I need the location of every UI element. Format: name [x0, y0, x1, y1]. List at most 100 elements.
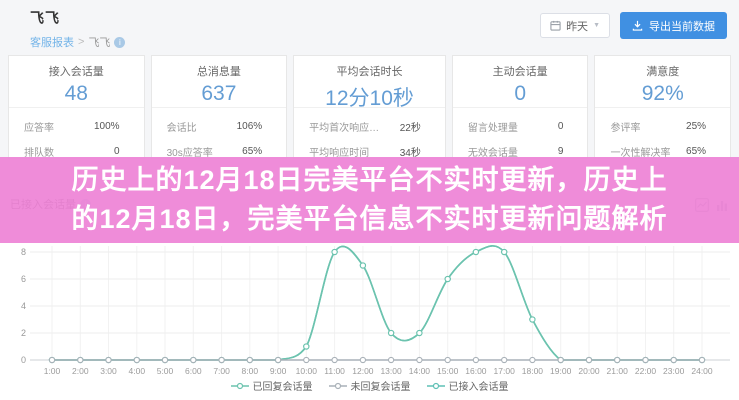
- svg-text:7:00: 7:00: [213, 366, 230, 376]
- card-label: 平均会话时长: [336, 66, 403, 78]
- date-filter-label: 昨天: [566, 20, 589, 33]
- svg-text:10:00: 10:00: [296, 366, 318, 376]
- metric-row: 参评率 25%: [595, 114, 730, 139]
- svg-text:13:00: 13:00: [380, 366, 402, 376]
- metric-row: 一次性解决率 65%: [595, 139, 730, 164]
- metric-row: 留言处理量 0: [453, 114, 588, 139]
- metric-row: 平均首次响应时... 22秒: [294, 114, 445, 139]
- svg-text:15:00: 15:00: [437, 366, 459, 376]
- stat-card: 接入会话量 48 应答率 100% 排队数 0: [8, 55, 145, 159]
- legend-item[interactable]: 已回复会话量: [230, 378, 313, 393]
- card-top: 总消息量 637: [152, 56, 287, 105]
- metric-row: 30s应答率 65%: [152, 139, 287, 164]
- svg-text:3:00: 3:00: [100, 366, 117, 376]
- card-value: 0: [514, 82, 526, 105]
- svg-text:4: 4: [21, 301, 26, 311]
- legend-marker-icon: [230, 382, 249, 389]
- stat-card: 主动会话量 0 留言处理量 0 无效会话量 9: [451, 55, 589, 159]
- page-title: 飞飞: [30, 10, 60, 26]
- card-value: 48: [64, 82, 88, 105]
- overlay-banner: 历史上的12月18日完美平台不实时更新，历史上 的12月18日，完美平台信息不实…: [0, 157, 739, 243]
- metric-label: 平均首次响应时...: [309, 123, 388, 134]
- legend-marker-icon: [328, 382, 347, 389]
- header-actions: 昨天 ▼ 导出当前数据: [540, 12, 727, 39]
- svg-text:11:00: 11:00: [324, 366, 345, 376]
- date-filter-button[interactable]: 昨天 ▼: [540, 13, 610, 38]
- svg-text:22:00: 22:00: [635, 366, 657, 376]
- svg-text:19:00: 19:00: [550, 366, 572, 376]
- metric-value: 9: [557, 146, 564, 157]
- svg-text:0: 0: [21, 355, 26, 365]
- card-top: 平均会话时长 12分10秒: [294, 56, 445, 110]
- svg-text:2: 2: [21, 328, 26, 338]
- svg-text:20:00: 20:00: [578, 366, 600, 376]
- metric-label: 参评率: [610, 123, 641, 134]
- legend-item[interactable]: 未回复会话量: [328, 378, 411, 393]
- metric-value: 0: [114, 146, 120, 157]
- metric-row: 排队数 0: [9, 139, 144, 164]
- metric-value: 65%: [242, 146, 263, 157]
- page-header: 飞飞 客服报表 > 飞飞 i 昨天 ▼ 导出当前数据: [0, 0, 739, 52]
- card-top: 满意度 92%: [595, 56, 730, 105]
- card-value: 92%: [641, 82, 684, 105]
- card-top: 接入会话量 48: [9, 56, 144, 105]
- svg-text:9:00: 9:00: [270, 366, 287, 376]
- svg-text:14:00: 14:00: [409, 366, 431, 376]
- stat-card: 总消息量 637 会话比 106% 30s应答率 65%: [150, 55, 288, 159]
- svg-text:8: 8: [21, 247, 26, 257]
- banner-title-line2: 的12月18日，完美平台信息不实时更新问题解析: [71, 204, 668, 234]
- svg-text:18:00: 18:00: [522, 366, 544, 376]
- breadcrumb-current: 飞飞: [88, 37, 111, 49]
- metric-value: 65%: [686, 146, 707, 157]
- svg-text:12:00: 12:00: [352, 366, 374, 376]
- stat-cards-row: 接入会话量 48 应答率 100% 排队数 0 总消息量 637 会话比 106% 30s应答率 65…: [0, 55, 739, 159]
- calendar-icon: [550, 20, 561, 31]
- svg-text:4:00: 4:00: [129, 366, 146, 376]
- svg-text:21:00: 21:00: [607, 366, 629, 376]
- card-metrics: 应答率 100% 排队数 0: [9, 107, 144, 164]
- download-icon: [632, 20, 643, 31]
- svg-text:8:00: 8:00: [242, 366, 259, 376]
- svg-text:6: 6: [21, 274, 26, 284]
- card-metrics: 会话比 106% 30s应答率 65%: [151, 107, 287, 164]
- metric-value: 22秒: [399, 123, 421, 134]
- metric-value: 100%: [94, 121, 120, 132]
- banner-title-line1: 历史上的12月18日完美平台不实时更新，历史上: [71, 165, 668, 195]
- header-left: 飞飞 客服报表 > 飞飞 i: [30, 8, 126, 50]
- svg-text:5:00: 5:00: [157, 366, 174, 376]
- metric-row: 应答率 100%: [9, 114, 144, 139]
- legend-label: 已回复会话量: [252, 382, 313, 393]
- metric-value: 106%: [236, 121, 263, 132]
- svg-text:1:00: 1:00: [44, 366, 61, 376]
- export-data-button[interactable]: 导出当前数据: [620, 12, 727, 39]
- svg-text:17:00: 17:00: [494, 366, 516, 376]
- metric-value: 25%: [686, 121, 707, 132]
- legend-marker-icon: [426, 382, 445, 389]
- metric-label: 会话比: [166, 123, 197, 134]
- legend-item[interactable]: 已接入会话量: [426, 378, 509, 393]
- breadcrumb-separator: >: [78, 36, 85, 48]
- card-metrics: 参评率 25% 一次性解决率 65%: [595, 107, 731, 164]
- line-chart[interactable]: 0 2 4 6 8 1:00 2:00 3:00 4:00 5:00 6:00 7:00 8:00 9:0…: [0, 230, 739, 380]
- chart-legend: 已回复会话量 未回复会话量 已接入会话量: [0, 378, 739, 393]
- card-label: 满意度: [646, 66, 680, 78]
- legend-label: 未回复会话量: [350, 382, 411, 393]
- card-metrics: 平均首次响应时... 22秒平均响应时间 34秒: [294, 107, 445, 164]
- breadcrumb-parent-link[interactable]: 客服报表: [30, 37, 74, 49]
- metric-row: 无效会话量 9: [453, 139, 588, 164]
- line-chart-svg: 0 2 4 6 8 1:00 2:00 3:00 4:00 5:00 6:00 7:00 8:00 9:0…: [21, 245, 730, 376]
- metric-value: 34秒: [399, 148, 421, 159]
- svg-text:2:00: 2:00: [72, 366, 89, 376]
- svg-text:6:00: 6:00: [185, 366, 202, 376]
- card-value: 637: [201, 82, 237, 105]
- metric-label: 留言处理量: [467, 123, 518, 134]
- breadcrumb: 客服报表 > 飞飞 i: [30, 34, 126, 50]
- metric-row: 会话比 106%: [152, 114, 287, 139]
- card-top: 主动会话量 0: [453, 56, 588, 105]
- metric-row: 平均响应时间 34秒: [294, 139, 445, 164]
- info-icon[interactable]: i: [114, 36, 126, 48]
- legend-label: 已接入会话量: [448, 382, 509, 393]
- svg-text:23:00: 23:00: [663, 366, 685, 376]
- metric-value: 0: [557, 121, 564, 132]
